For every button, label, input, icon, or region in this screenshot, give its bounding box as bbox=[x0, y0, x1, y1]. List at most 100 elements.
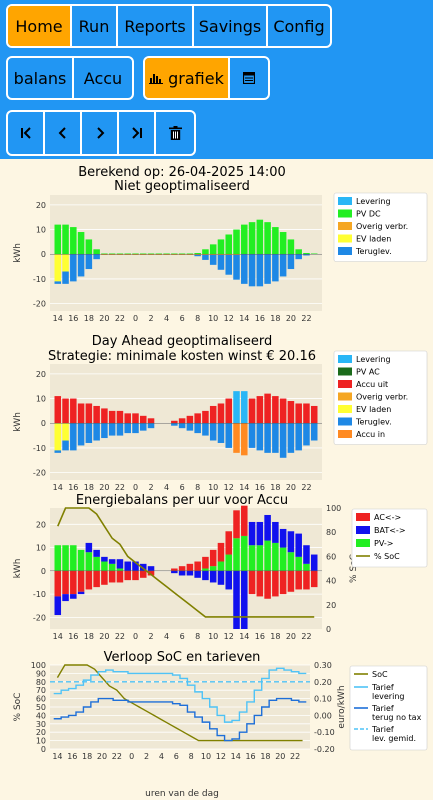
x-tick-label: 0 bbox=[133, 314, 138, 323]
y-tick-label: -20 bbox=[33, 613, 46, 622]
bar bbox=[147, 566, 155, 571]
menu-savings-button[interactable]: Savings bbox=[194, 6, 268, 46]
bar bbox=[279, 423, 287, 458]
y2-tick-label: 80 bbox=[326, 528, 336, 537]
bar bbox=[303, 545, 310, 564]
bar bbox=[241, 505, 248, 536]
menu-config-button[interactable]: Config bbox=[273, 16, 325, 36]
bar bbox=[295, 533, 302, 557]
bar bbox=[116, 423, 124, 436]
y2-tick-label: 100 bbox=[326, 504, 341, 513]
legend-swatch bbox=[338, 355, 352, 363]
accu-button[interactable]: Accu bbox=[83, 68, 123, 88]
menu-run-button[interactable]: Run bbox=[72, 6, 118, 46]
menu-home-button[interactable]: Home bbox=[8, 6, 72, 46]
legend-box bbox=[349, 665, 428, 751]
chart1-subtitle: Niet geoptimaliseerd bbox=[114, 179, 250, 194]
bar bbox=[217, 239, 225, 255]
x-tick-label: 18 bbox=[260, 752, 270, 761]
bar bbox=[178, 418, 186, 424]
bar bbox=[209, 423, 217, 441]
first-button[interactable] bbox=[8, 112, 45, 154]
bar bbox=[217, 254, 225, 255]
x-tick-label: 16 bbox=[255, 632, 265, 641]
x-tick-label: 22 bbox=[112, 752, 122, 761]
bar bbox=[54, 596, 62, 616]
bar bbox=[101, 556, 108, 562]
x-tick-label: 18 bbox=[270, 632, 280, 641]
x-tick-label: 22 bbox=[290, 752, 300, 761]
last-button[interactable] bbox=[119, 112, 156, 154]
next-button[interactable] bbox=[82, 112, 119, 154]
bar bbox=[194, 413, 201, 424]
bar bbox=[139, 570, 147, 578]
bar bbox=[248, 521, 256, 546]
previous-button[interactable] bbox=[45, 112, 82, 154]
bar bbox=[225, 398, 233, 424]
y-tick-label: 10 bbox=[36, 544, 46, 553]
bar bbox=[186, 570, 194, 576]
bar bbox=[116, 559, 124, 569]
bar bbox=[54, 450, 62, 453]
bar bbox=[287, 531, 295, 553]
delete-button[interactable] bbox=[156, 112, 194, 154]
bar bbox=[171, 254, 178, 255]
bar bbox=[248, 570, 256, 595]
bar bbox=[272, 396, 279, 424]
grafiek-button[interactable]: grafiek bbox=[145, 58, 230, 98]
chart4-xlabel: uren van de dag bbox=[145, 789, 219, 799]
bar bbox=[225, 554, 233, 571]
x-tick-label: 20 bbox=[99, 632, 109, 641]
bar bbox=[217, 570, 225, 585]
bar bbox=[248, 545, 256, 571]
bar bbox=[303, 563, 310, 571]
bar bbox=[209, 570, 217, 583]
bar bbox=[101, 408, 108, 424]
bar bbox=[62, 440, 69, 451]
legend-label: Levering bbox=[356, 197, 391, 206]
legend-label: lev. gemid. bbox=[372, 734, 416, 743]
legend-swatch bbox=[338, 234, 352, 243]
x-tick-label: 16 bbox=[68, 314, 78, 323]
x-tick-label: 2 bbox=[144, 752, 149, 761]
bar bbox=[225, 423, 233, 448]
bar bbox=[178, 423, 186, 429]
x-tick-label: 22 bbox=[115, 314, 125, 323]
bar bbox=[62, 224, 69, 255]
bar bbox=[241, 391, 248, 424]
legend-swatch bbox=[338, 380, 352, 388]
bar bbox=[155, 253, 163, 255]
x-tick-label: 22 bbox=[115, 632, 125, 641]
legend-swatch bbox=[338, 405, 352, 413]
bar bbox=[70, 545, 77, 571]
bar bbox=[70, 227, 77, 255]
bar bbox=[171, 570, 178, 574]
bar bbox=[124, 254, 131, 255]
x-tick-label: 16 bbox=[245, 752, 255, 761]
bar bbox=[77, 549, 85, 571]
table-view-button[interactable] bbox=[230, 58, 268, 98]
legend-label: EV laden bbox=[356, 235, 391, 244]
bar bbox=[225, 254, 233, 275]
bar bbox=[194, 561, 201, 571]
x-tick-label: 6 bbox=[180, 632, 185, 641]
x-tick-label: 2 bbox=[148, 632, 153, 641]
x-tick-label: 4 bbox=[159, 752, 164, 761]
x-tick-label: 10 bbox=[208, 632, 218, 641]
y-tick-label: -20 bbox=[33, 469, 46, 478]
y-tick-label: 70 bbox=[36, 686, 46, 695]
bar bbox=[93, 570, 100, 588]
y-axis-label: kWh bbox=[13, 243, 23, 263]
balans-button[interactable]: balans bbox=[8, 58, 74, 98]
tariff-line bbox=[53, 667, 307, 723]
x-tick-label: 8 bbox=[195, 632, 200, 641]
x-tick-label: 8 bbox=[189, 752, 194, 761]
bar bbox=[139, 253, 147, 255]
x-tick-label: 8 bbox=[195, 314, 200, 323]
y-tick-label: 10 bbox=[36, 226, 46, 235]
bar bbox=[287, 254, 295, 270]
bar bbox=[303, 254, 310, 256]
bar bbox=[202, 410, 209, 424]
menu-reports-button[interactable]: Reports bbox=[118, 6, 194, 46]
x-tick-label: 14 bbox=[53, 483, 63, 492]
